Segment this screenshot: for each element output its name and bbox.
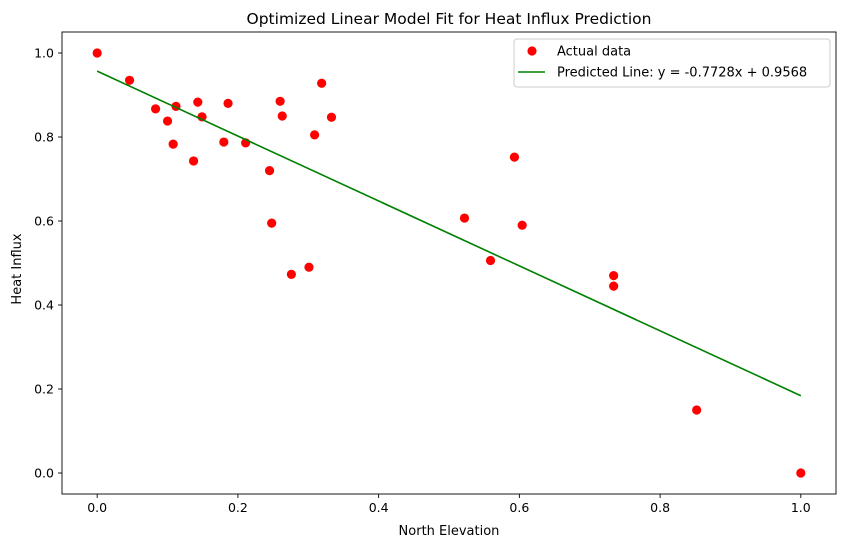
x-tick-label: 0.4 [369,500,389,515]
data-point [286,269,296,279]
data-point [609,281,619,291]
regression-line [96,70,802,397]
y-tick-label: 0.2 [34,382,54,397]
data-point [162,116,173,126]
x-tick-label: 0.6 [509,500,529,515]
data-point [796,468,806,478]
plot-area: 0.0 0.2 0.4 0.6 0.8 1.0 0.0 0.2 0.4 0.6 0.8 1.0 [34,31,837,515]
data-point [150,104,161,114]
legend: Actual data Predicted Line: y = -0.7728x … [513,38,831,88]
data-point [124,75,135,85]
data-point [92,48,102,58]
data-point [264,166,275,176]
chart-title: Optimized Linear Model Fit for Heat Infl… [247,10,652,28]
y-tick-label: 0.6 [34,214,54,229]
data-point [304,262,314,272]
data-point [310,130,320,140]
data-point [485,255,496,266]
x-tick-label: 0.8 [650,500,670,515]
data-point [692,405,702,415]
data-point [193,97,203,107]
data-point [188,156,199,166]
data-point [609,271,619,281]
data-point [275,96,285,106]
legend-label-predicted: Predicted Line: y = -0.7728x + 0.9568 [557,66,807,81]
y-tick-label: 0.4 [34,298,54,313]
data-point [459,213,470,223]
data-point [277,111,287,121]
legend-box [513,38,831,88]
x-tick-label: 0.2 [228,500,248,515]
data-point [168,139,178,149]
y-axis-label: Heat Influx [10,233,25,304]
y-tick-label: 0.8 [34,130,54,145]
y-tick-label: 1.0 [34,46,54,61]
data-point [219,137,229,147]
x-tick-label: 0.0 [87,500,107,515]
data-point [223,98,233,108]
legend-label-actual: Actual data [557,45,631,60]
data-point [267,218,277,228]
x-axis-label: North Elevation [399,524,500,539]
data-point [517,220,527,230]
axes-frame [61,31,837,495]
data-point [326,112,337,122]
data-point [509,152,520,162]
legend-marker-actual [527,46,537,56]
y-tick-label: 0.0 [34,466,54,481]
data-point [317,78,327,88]
x-tick-label: 1.0 [791,500,811,515]
